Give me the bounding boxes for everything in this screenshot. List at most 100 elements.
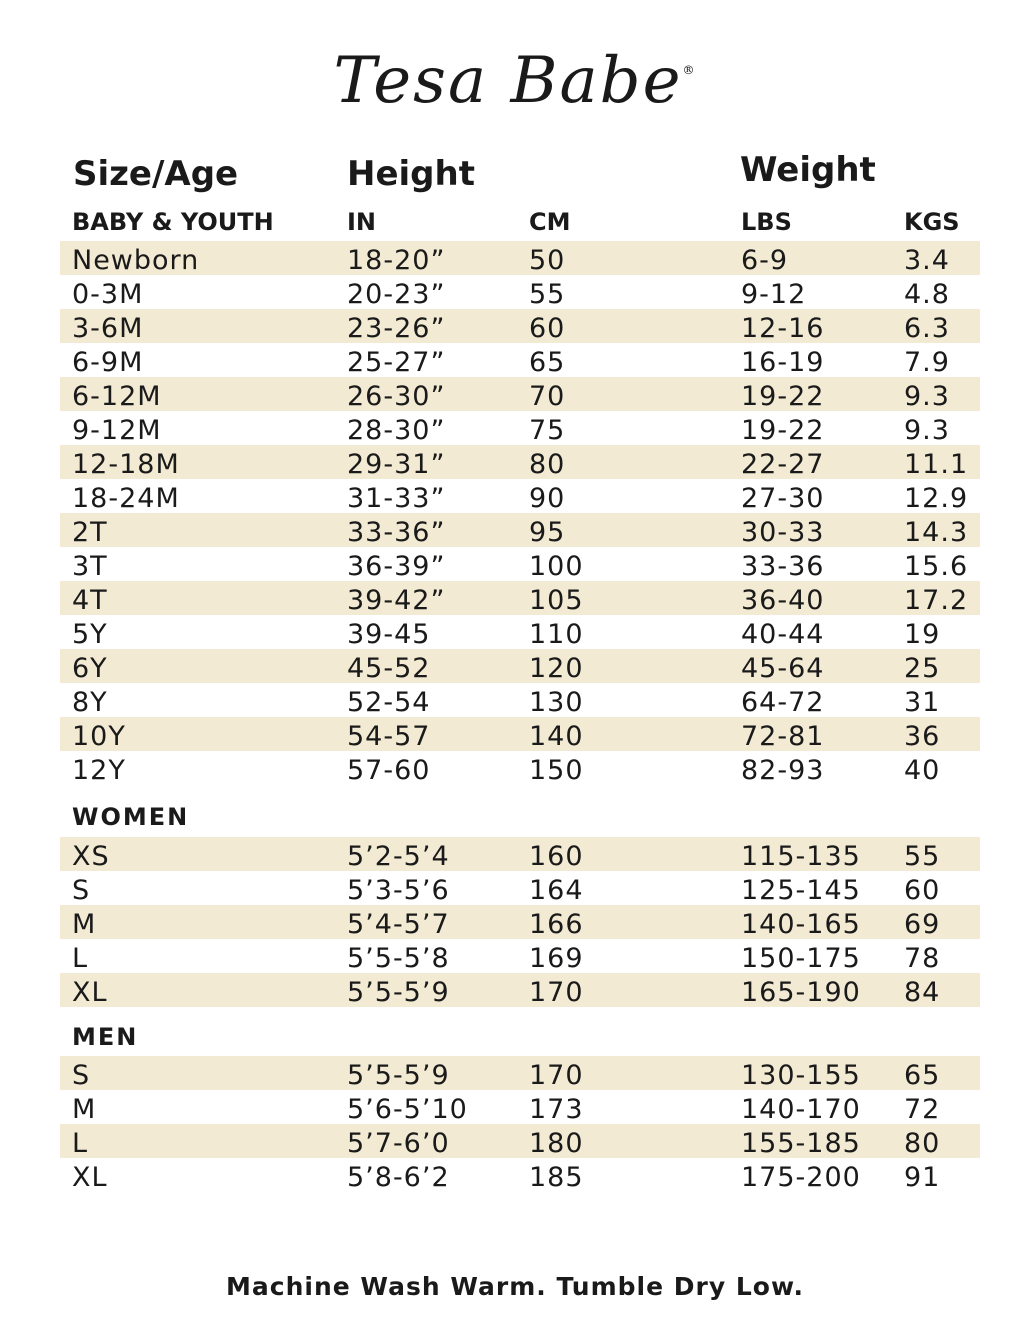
table-row: L 5’7-6’0 180 155-185 80	[60, 1124, 980, 1159]
table-row: 18-24M 31-33” 90 27-30 12.9	[60, 479, 980, 514]
cell-in: 36-39”	[347, 551, 446, 582]
cell-size: 10Y	[72, 721, 126, 752]
cell-kgs: 91	[904, 1162, 941, 1193]
cell-cm: 180	[529, 1128, 584, 1159]
cell-in: 5’8-6’2	[347, 1162, 450, 1193]
table-row: 12-18M 29-31” 80 22-27 11.1	[60, 445, 980, 480]
header-weight: Weight	[740, 150, 876, 190]
section-men: MEN	[72, 1023, 139, 1051]
cell-kgs: 72	[904, 1094, 941, 1125]
cell-lbs: 19-22	[741, 381, 825, 412]
table-row: S 5’5-5’9 170 130-155 65	[60, 1056, 980, 1091]
cell-lbs: 140-170	[741, 1094, 861, 1125]
table-row: 5Y 39-45 110 40-44 19	[60, 615, 980, 650]
cell-size: S	[72, 875, 91, 906]
cell-lbs: 27-30	[741, 483, 825, 514]
cell-cm: 50	[529, 245, 566, 276]
cell-cm: 60	[529, 313, 566, 344]
cell-cm: 65	[529, 347, 566, 378]
cell-lbs: 82-93	[741, 755, 825, 786]
cell-lbs: 40-44	[741, 619, 825, 650]
cell-size: 18-24M	[72, 483, 180, 514]
cell-size: 2T	[72, 517, 108, 548]
cell-cm: 166	[529, 909, 584, 940]
cell-size: XS	[72, 841, 110, 872]
cell-cm: 95	[529, 517, 566, 548]
table-row: 8Y 52-54 130 64-72 31	[60, 683, 980, 718]
cell-cm: 90	[529, 483, 566, 514]
cell-in: 5’5-5’8	[347, 943, 450, 974]
cell-kgs: 31	[904, 687, 941, 718]
cell-size: XL	[72, 977, 108, 1008]
header-size-age: Size/Age	[73, 154, 239, 194]
cell-in: 20-23”	[347, 279, 446, 310]
cell-kgs: 7.9	[904, 347, 950, 378]
cell-size: 6-12M	[72, 381, 162, 412]
cell-cm: 170	[529, 1060, 584, 1091]
cell-cm: 80	[529, 449, 566, 480]
cell-in: 5’3-5’6	[347, 875, 450, 906]
table-row: XL 5’8-6’2 185 175-200 91	[60, 1158, 980, 1193]
table-row: S 5’3-5’6 164 125-145 60	[60, 871, 980, 906]
cell-in: 39-45	[347, 619, 431, 650]
cell-kgs: 40	[904, 755, 941, 786]
cell-cm: 130	[529, 687, 584, 718]
table-row: 4T 39-42” 105 36-40 17.2	[60, 581, 980, 616]
cell-kgs: 36	[904, 721, 941, 752]
section-women: WOMEN	[72, 803, 190, 831]
cell-kgs: 19	[904, 619, 941, 650]
cell-kgs: 60	[904, 875, 941, 906]
cell-cm: 70	[529, 381, 566, 412]
header-lbs: LBS	[741, 208, 792, 236]
table-row: 6Y 45-52 120 45-64 25	[60, 649, 980, 684]
cell-size: 4T	[72, 585, 108, 616]
cell-kgs: 69	[904, 909, 941, 940]
cell-size: Newborn	[72, 245, 200, 276]
cell-kgs: 9.3	[904, 415, 950, 446]
cell-in: 5’2-5’4	[347, 841, 450, 872]
cell-kgs: 17.2	[904, 585, 969, 616]
table-row: M 5’6-5’10 173 140-170 72	[60, 1090, 980, 1125]
cell-lbs: 125-145	[741, 875, 861, 906]
cell-cm: 140	[529, 721, 584, 752]
cell-lbs: 72-81	[741, 721, 825, 752]
cell-in: 5’7-6’0	[347, 1128, 450, 1159]
cell-kgs: 25	[904, 653, 941, 684]
cell-lbs: 175-200	[741, 1162, 861, 1193]
header-kgs: KGS	[904, 208, 960, 236]
cell-size: 8Y	[72, 687, 108, 718]
header-baby-youth: BABY & YOUTH	[72, 208, 274, 236]
cell-cm: 55	[529, 279, 566, 310]
header-height: Height	[347, 154, 475, 194]
table-row: L 5’5-5’8 169 150-175 78	[60, 939, 980, 974]
cell-size: 0-3M	[72, 279, 144, 310]
header-cm: CM	[529, 208, 571, 236]
cell-kgs: 4.8	[904, 279, 950, 310]
cell-kgs: 14.3	[904, 517, 969, 548]
table-row: Newborn 18-20” 50 6-9 3.4	[60, 241, 980, 276]
cell-size: 6-9M	[72, 347, 144, 378]
cell-in: 23-26”	[347, 313, 446, 344]
cell-kgs: 3.4	[904, 245, 950, 276]
cell-in: 39-42”	[347, 585, 446, 616]
cell-lbs: 22-27	[741, 449, 825, 480]
cell-lbs: 115-135	[741, 841, 861, 872]
cell-size: S	[72, 1060, 91, 1091]
brand-name: Tesa Babe	[333, 44, 683, 118]
cell-in: 54-57	[347, 721, 431, 752]
cell-in: 18-20”	[347, 245, 446, 276]
table-row: XS 5’2-5’4 160 115-135 55	[60, 837, 980, 872]
cell-lbs: 150-175	[741, 943, 861, 974]
cell-size: L	[72, 1128, 89, 1159]
cell-size: 12Y	[72, 755, 126, 786]
cell-in: 28-30”	[347, 415, 446, 446]
header-in: IN	[347, 208, 377, 236]
cell-lbs: 19-22	[741, 415, 825, 446]
cell-in: 33-36”	[347, 517, 446, 548]
table-row: 12Y 57-60 150 82-93 40	[60, 751, 980, 786]
cell-size: 6Y	[72, 653, 108, 684]
cell-cm: 100	[529, 551, 584, 582]
cell-in: 52-54	[347, 687, 431, 718]
cell-lbs: 33-36	[741, 551, 825, 582]
table-row: 3-6M 23-26” 60 12-16 6.3	[60, 309, 980, 344]
